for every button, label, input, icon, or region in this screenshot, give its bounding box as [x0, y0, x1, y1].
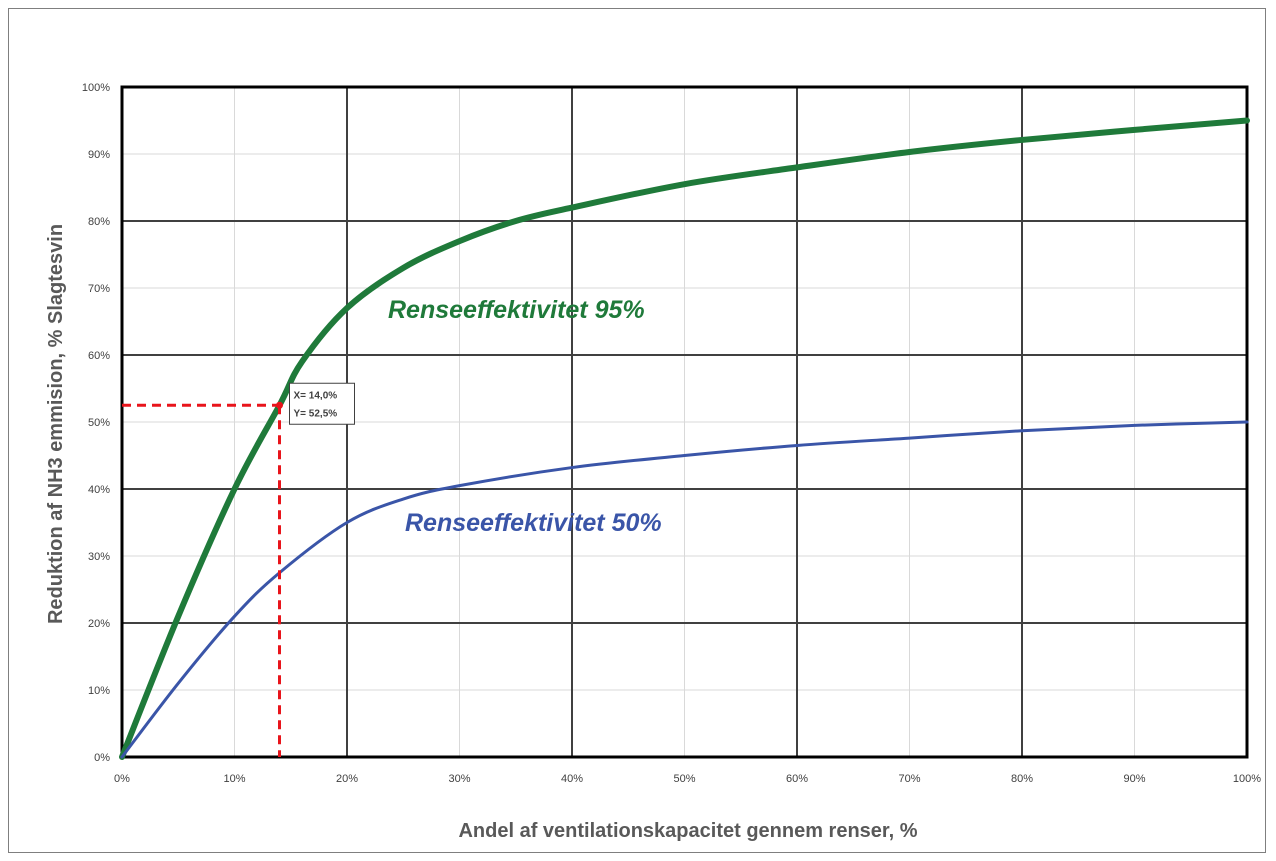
x-tick-label: 80%: [1011, 773, 1033, 785]
y-tick-label: 60%: [88, 350, 110, 362]
x-tick-label: 40%: [561, 773, 583, 785]
x-tick-label: 90%: [1123, 773, 1145, 785]
x-tick-label: 100%: [1233, 773, 1261, 785]
x-tick-labels: 0% 10% 20% 30% 40% 50% 60% 70% 80% 90% 100%: [114, 773, 1261, 785]
x-tick-label: 20%: [336, 773, 358, 785]
y-tick-label: 20%: [88, 618, 110, 630]
marker-label-x: X= 14,0%: [294, 390, 338, 401]
y-tick-label: 30%: [88, 551, 110, 563]
y-tick-labels: 0% 10% 20% 30% 40% 50% 60% 70% 80% 90% 100%: [82, 82, 110, 764]
x-axis-title: Andel af ventilationskapacitet gennem re…: [458, 820, 917, 842]
annotation-layer: Renseeffektivitet 95% Renseeffektivitet 5…: [388, 296, 662, 537]
marker-label-y: Y= 52,5%: [294, 408, 338, 419]
series-line-2: [120, 420, 1249, 759]
x-tick-label: 60%: [786, 773, 808, 785]
y-tick-label: 80%: [88, 216, 110, 228]
x-tick-label: 0%: [114, 773, 130, 785]
x-tick-label: 70%: [898, 773, 920, 785]
minor-gridlines: [122, 87, 1247, 757]
y-tick-label: 40%: [88, 484, 110, 496]
y-tick-label: 10%: [88, 685, 110, 697]
x-tick-label: 10%: [223, 773, 245, 785]
marker-point: [276, 401, 283, 409]
y-tick-label: 90%: [88, 149, 110, 161]
y-tick-label: 0%: [94, 752, 110, 764]
y-tick-label: 100%: [82, 82, 110, 94]
series-annotation-1: Renseeffektivitet 95%: [388, 296, 645, 324]
series-annotation-2: Renseeffektivitet 50%: [405, 509, 662, 537]
x-tick-label: 50%: [673, 773, 695, 785]
y-axis-title: Reduktion af NH3 emmision, % Slagtesvin: [45, 224, 67, 624]
marker-callout-box: [289, 382, 355, 425]
y-tick-label: 50%: [88, 417, 110, 429]
series-layer: [119, 117, 1250, 760]
x-tick-label: 30%: [448, 773, 470, 785]
marker-layer: X= 14,0% Y= 52,5%: [122, 382, 355, 757]
y-tick-label: 70%: [88, 283, 110, 295]
series-line-1: [119, 117, 1250, 760]
